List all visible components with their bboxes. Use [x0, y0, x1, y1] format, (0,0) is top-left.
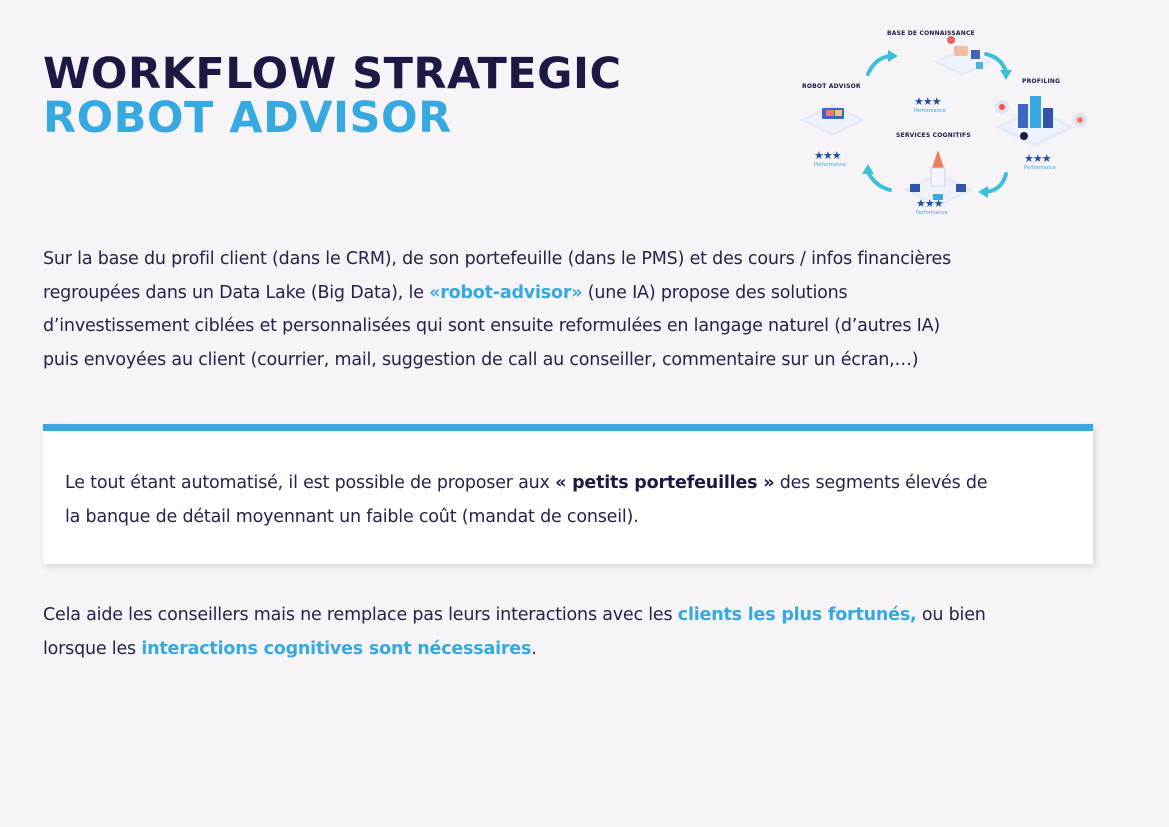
callout-line-1-start: Le tout étant automatisé, il est possibl… — [65, 473, 556, 493]
closing-line-1-start: Cela aide les conseillers mais ne rempla… — [43, 605, 678, 625]
performance-label-right: Performance — [1024, 165, 1056, 171]
platform-right — [995, 96, 1087, 147]
closing-line-1-end: ou bien — [916, 605, 986, 625]
callout-line-1-end: des segments élevés de — [774, 473, 988, 493]
title-line-2: ROBOT ADVISOR — [43, 93, 452, 143]
closing-line-2-start: lorsque les — [43, 638, 142, 659]
callout-line-2: la banque de détail moyennant un faible … — [65, 506, 639, 527]
closing-line-2-end: . — [531, 638, 537, 659]
wealthy-clients-highlight: clients les plus fortunés, — [677, 605, 917, 625]
cycle-arrows — [866, 52, 1008, 194]
callout-box: Le tout étant automatisé, il est possibl… — [43, 424, 1093, 564]
node-label-profiling: PROFILING — [1022, 78, 1061, 85]
rating-stars-left: ★★★ — [814, 149, 842, 162]
intro-line-2-start: regroupées dans un Data Lake (Big Data),… — [43, 282, 430, 303]
cognitive-interactions-highlight: interactions cognitives sont nécessaires — [141, 638, 532, 659]
platform-top — [933, 36, 993, 76]
intro-paragraph: Sur la base du profil client (dans le CR… — [43, 243, 1143, 377]
platform-left — [800, 104, 866, 136]
workflow-diagram: BASE DE CONNAISSANCE ROBOT ADVISOR PROFI… — [780, 22, 1110, 220]
robot-advisor-highlight: «robot-advisor» — [429, 282, 583, 303]
platform-center — [903, 150, 973, 207]
intro-line-1: Sur la base du profil client (dans le CR… — [43, 249, 952, 269]
intro-line-2-end: (une IA) propose des solutions — [582, 282, 848, 303]
page-title: WORKFLOW STRATEGIC ROBOT ADVISOR — [43, 52, 622, 140]
performance-label-center: Performance — [916, 210, 948, 216]
performance-label-top: Performance — [914, 108, 946, 114]
performance-label-left: Performance — [814, 162, 846, 168]
rating-stars-center: ★★★ — [916, 197, 944, 210]
node-label-robot-advisor: ROBOT ADVISOR — [802, 83, 861, 90]
node-label-cognitive-services: SERVICES COGNITIFS — [896, 132, 971, 139]
title-line-1: WORKFLOW STRATEGIC — [43, 49, 622, 99]
rating-stars-right: ★★★ — [1024, 152, 1052, 165]
closing-paragraph: Cela aide les conseillers mais ne rempla… — [43, 599, 1143, 666]
intro-line-3: d’investissement ciblées et personnalisé… — [43, 316, 940, 336]
callout-text: Le tout étant automatisé, il est possibl… — [65, 467, 1085, 534]
workflow-diagram-graphic — [800, 36, 1087, 207]
node-label-knowledge-base: BASE DE CONNAISSANCE — [887, 30, 975, 37]
intro-line-4: puis envoyées au client (courrier, mail,… — [43, 349, 919, 370]
small-portfolios-emphasis: « petits portefeuilles » — [555, 473, 775, 493]
rating-stars-top: ★★★ — [914, 95, 942, 108]
